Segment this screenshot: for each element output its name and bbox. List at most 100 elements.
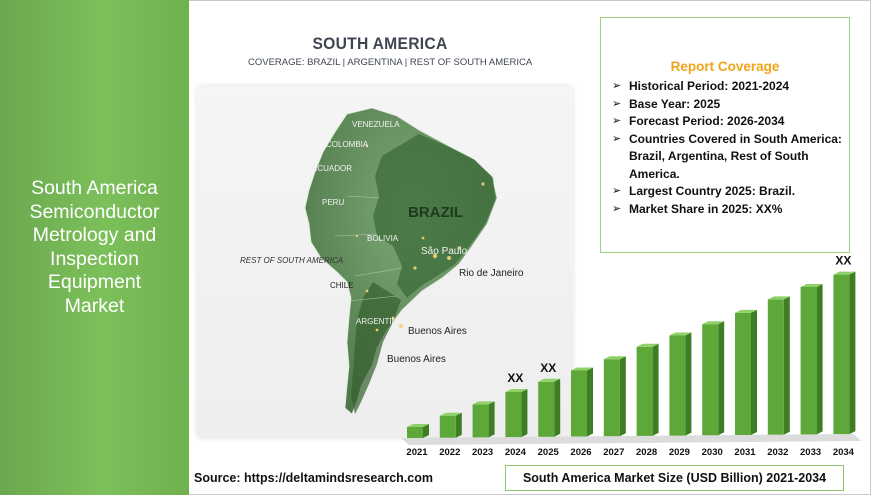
- bar-2021: [407, 424, 429, 438]
- bar-top: [603, 356, 626, 360]
- label-brazil: BRAZIL: [408, 204, 463, 221]
- label-colombia: COLOMBIA: [326, 140, 369, 149]
- bar-top: [702, 321, 725, 325]
- bar-side: [816, 284, 823, 435]
- report-title-line: Semiconductor: [29, 200, 160, 223]
- bar: [538, 381, 555, 437]
- chart-caption: South America Market Size (USD Billion) …: [505, 465, 844, 491]
- bar-2033: [800, 284, 823, 435]
- label-rio-de-janeiro: Rio de Janeiro: [459, 268, 524, 279]
- label-chile: CHILE: [330, 281, 354, 290]
- bar-side: [685, 332, 692, 436]
- bar: [636, 346, 653, 436]
- coverage-item-text: Market Share in 2025: XX%: [629, 201, 783, 216]
- arrow-bullet-icon: ➢: [612, 115, 622, 127]
- bar-side: [488, 401, 495, 438]
- x-tick-label: 2030: [702, 447, 723, 458]
- bar: [735, 312, 751, 435]
- arrow-bullet-icon: ➢: [612, 185, 622, 197]
- arrow-bullet-icon: ➢: [612, 202, 622, 215]
- x-tick-label: 2023: [472, 447, 493, 458]
- arrow-bullet-icon: ➢: [612, 80, 622, 92]
- report-title-line: Metrology and: [32, 224, 157, 246]
- bar-top: [636, 343, 659, 347]
- data-label: XX: [835, 254, 851, 268]
- label-sao-paulo: São Paulo: [421, 246, 468, 257]
- coverage-item: ➢ Market Share in 2025: XX%: [609, 201, 849, 219]
- x-tick-label: 2028: [636, 447, 657, 458]
- coverage-item: ➢ Base Year: 2025: [609, 96, 849, 114]
- report-title-line: Inspection: [50, 247, 139, 270]
- bar: [472, 404, 489, 438]
- label-buenos-aires-secondary: Buenos Aires: [387, 354, 446, 365]
- map-title: SOUTH AMERICA: [312, 34, 448, 53]
- bar-top: [439, 412, 462, 416]
- coverage-item-text: Historical Period: 2021-2024: [629, 79, 790, 93]
- bar-top: [800, 284, 823, 287]
- coverage-item-text: Countries Covered in South America: Braz…: [629, 131, 842, 181]
- bar: [603, 359, 620, 437]
- bar-side: [455, 412, 462, 438]
- bar-2032: [767, 296, 790, 435]
- bar-2031: [735, 309, 757, 435]
- bar-side: [652, 343, 659, 436]
- report-title-line: Market: [64, 294, 125, 317]
- x-tick-label: 2021: [406, 447, 428, 458]
- bar-2023: [472, 401, 495, 438]
- bar-side: [554, 378, 561, 437]
- report-coverage-list: ➢ Historical Period: 2021-2024 ➢ Base Year…: [609, 78, 849, 218]
- bar-2024: [505, 389, 528, 438]
- label-buenos-aires: Buenos Aires: [408, 326, 467, 337]
- title-panel: South America Semiconductor Metrology an…: [0, 0, 189, 495]
- label-argentina: ARGENTINA: [356, 317, 403, 326]
- bar-2034: [833, 271, 856, 435]
- x-tick-label: 2022: [439, 447, 460, 458]
- label-bolivia: BOLIVIA: [367, 234, 399, 243]
- x-tick-label: 2024: [505, 447, 527, 458]
- coverage-item: ➢ Largest Country 2025: Brazil.: [609, 183, 849, 201]
- coverage-item: ➢ Countries Covered in South America: Bra…: [609, 131, 849, 184]
- bar-top: [505, 389, 528, 392]
- market-size-bar-chart: 2021 2022 2023 2024 XX 2025 XX 2026 2027 2028 2029…: [401, 254, 862, 458]
- coverage-item-text: Forecast Period: 2026-2034: [629, 114, 785, 128]
- source-text: Source: https://deltamindsresearch.com: [194, 471, 433, 485]
- bar-2028: [636, 343, 659, 436]
- chart-floor: [401, 434, 862, 445]
- bar-top: [669, 332, 692, 336]
- bar: [833, 274, 850, 435]
- bar: [439, 415, 456, 438]
- bar-top: [571, 367, 593, 371]
- bar-top: [735, 309, 757, 313]
- label-peru: PERU: [322, 198, 345, 207]
- x-tick-label: 2031: [734, 447, 756, 458]
- bar-side: [619, 356, 626, 437]
- report-title-line: South America: [31, 177, 158, 199]
- bar: [702, 324, 719, 436]
- bar-2025: [538, 378, 561, 437]
- label-ecuador: ECUADOR: [312, 164, 353, 173]
- report-coverage-title: Report Coverage: [670, 59, 780, 74]
- bar-side: [521, 389, 528, 438]
- bar-side: [849, 271, 856, 435]
- label-venezuela: VENEZUELA: [352, 120, 400, 129]
- map-subtitle: COVERAGE: BRAZIL | ARGENTINA | REST OF S…: [248, 57, 533, 68]
- x-tick-label: 2033: [800, 447, 821, 458]
- x-tick-label: 2025: [538, 447, 560, 458]
- bar: [505, 392, 522, 438]
- report-title: South America Semiconductor Metrology an…: [5, 177, 185, 318]
- bar-top: [833, 271, 856, 275]
- bar-2027: [603, 356, 626, 437]
- coverage-item-text: Largest Country 2025: Brazil.: [629, 184, 796, 198]
- argentina-region: [351, 282, 401, 414]
- bar-2030: [702, 321, 725, 436]
- x-tick-label: 2034: [833, 447, 855, 458]
- bar-top: [538, 378, 561, 382]
- bar: [669, 335, 686, 436]
- bar-2022: [439, 412, 462, 438]
- report-coverage-box: Report Coverage ➢ Historical Period: 2021…: [600, 17, 850, 253]
- bar: [571, 370, 587, 437]
- bar: [767, 299, 784, 435]
- bar-side: [751, 309, 757, 435]
- coverage-item-text: Base Year: 2025: [629, 96, 721, 111]
- coverage-item: ➢ Forecast Period: 2026-2034: [609, 113, 849, 131]
